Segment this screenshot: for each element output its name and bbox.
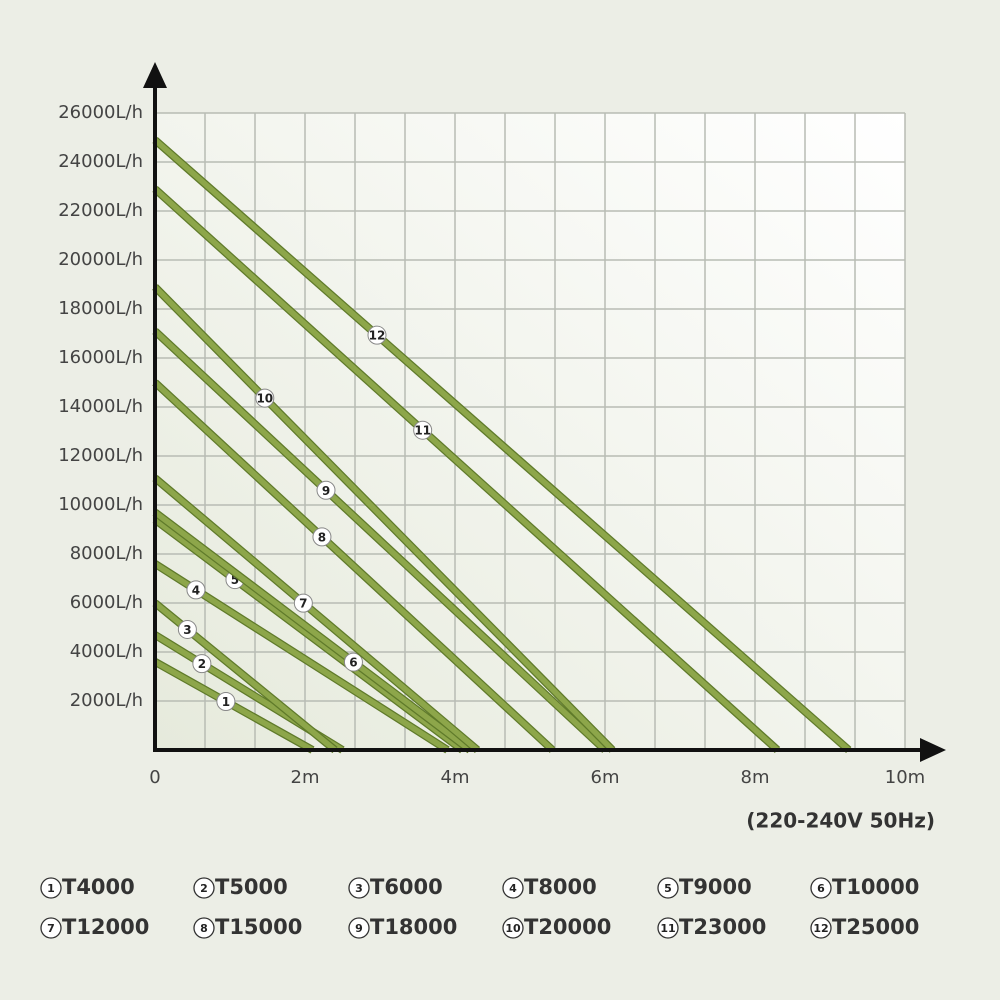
y-tick-label: 22000L/h [58,200,143,221]
x-tick-label: 2m [291,767,320,788]
legend-label: T15000 [215,915,302,939]
legend-number: 9 [355,922,363,935]
series-line [153,285,615,752]
series-marker [312,527,332,547]
y-tick-label: 4000L/h [70,641,143,662]
series-marker-label: 6 [349,656,357,670]
series-marker-label: 4 [192,583,200,597]
legend-label: T12000 [62,915,149,939]
legend-number: 8 [200,922,208,935]
series-line [153,137,851,753]
legend-badge [193,917,215,939]
legend-badge [40,917,62,939]
legend-number: 11 [660,922,675,935]
series-marker [177,619,197,639]
legend-number: 2 [200,882,208,895]
series-marker-label: 10 [256,392,273,406]
legend-badge [657,917,679,939]
x-axis-arrow [920,738,946,762]
legend-label: T10000 [832,875,919,899]
series-line [153,510,472,753]
series-marker-label: 5 [231,573,239,587]
series-line [153,329,607,753]
legend-number: 10 [505,922,521,935]
legend-label: T18000 [370,915,457,939]
series-marker [316,480,336,500]
legend-badge [502,877,524,899]
legend-label: T23000 [679,915,766,939]
legend-label: T6000 [370,875,443,899]
series-marker [367,325,387,345]
legend-badge [348,877,370,899]
subtitle: (220-240V 50Hz) [746,809,935,833]
legend-number: 3 [355,882,363,895]
y-tick-label: 16000L/h [58,347,143,368]
x-tick-label: 0 [149,767,160,788]
x-tick-label: 8m [741,767,770,788]
legend-number: 1 [47,882,55,895]
legend-badge [348,917,370,939]
series-marker [216,691,236,711]
legend: 1 T4000 2 T5000 3 T6000 4 T8000 5 T9000 6 T10000 7 T1… [40,875,919,939]
legend-label: T4000 [62,875,135,899]
series-marker [343,652,363,672]
legend-number: 4 [509,882,517,895]
series-marker [413,420,433,440]
y-tick-label: 12000L/h [58,445,143,466]
legend-label: T5000 [215,875,288,899]
series-marker-label: 8 [318,530,326,544]
x-tick-label: 4m [441,767,470,788]
series-line [153,380,555,753]
legend-label: T8000 [524,875,597,899]
y-tick-label: 8000L/h [70,543,143,564]
series-marker-label: 9 [322,484,330,498]
axes [143,62,946,762]
series-marker-label: 1 [222,695,230,709]
legend-badge [502,917,524,939]
legend-number: 6 [817,882,825,895]
series-line [153,517,465,753]
legend-badge [810,877,832,899]
y-tick-label: 14000L/h [58,396,143,417]
legend-label: T9000 [679,875,752,899]
y-axis-arrow [143,62,167,88]
y-tick-label: 18000L/h [58,298,143,319]
y-tick-label: 20000L/h [58,249,143,270]
y-tick-label: 24000L/h [58,151,143,172]
legend-badge [657,877,679,899]
legend-number: 7 [47,922,55,935]
series-marker [186,580,206,600]
legend-number: 12 [813,922,828,935]
legend-label: T25000 [832,915,919,939]
series-marker [192,654,212,674]
series-marker-label: 12 [369,329,386,343]
series-marker-label: 7 [299,597,307,611]
series-line [153,186,780,753]
y-tick-label: 10000L/h [58,494,143,515]
series-marker-label: 11 [414,424,431,438]
series-marker-label: 2 [198,657,206,671]
legend-label: T20000 [524,915,611,939]
y-tick-label: 2000L/h [70,690,143,711]
x-tick-label: 6m [591,767,620,788]
series-marker [255,388,275,408]
legend-badge [810,917,832,939]
x-tick-label: 10m [885,767,925,788]
y-tick-label: 26000L/h [58,102,143,123]
y-tick-label: 6000L/h [70,592,143,613]
legend-badge [193,877,215,899]
series-marker-label: 3 [183,623,191,637]
series-line [153,475,480,753]
series-marker [293,593,313,613]
legend-number: 5 [664,882,672,895]
legend-badge [40,877,62,899]
